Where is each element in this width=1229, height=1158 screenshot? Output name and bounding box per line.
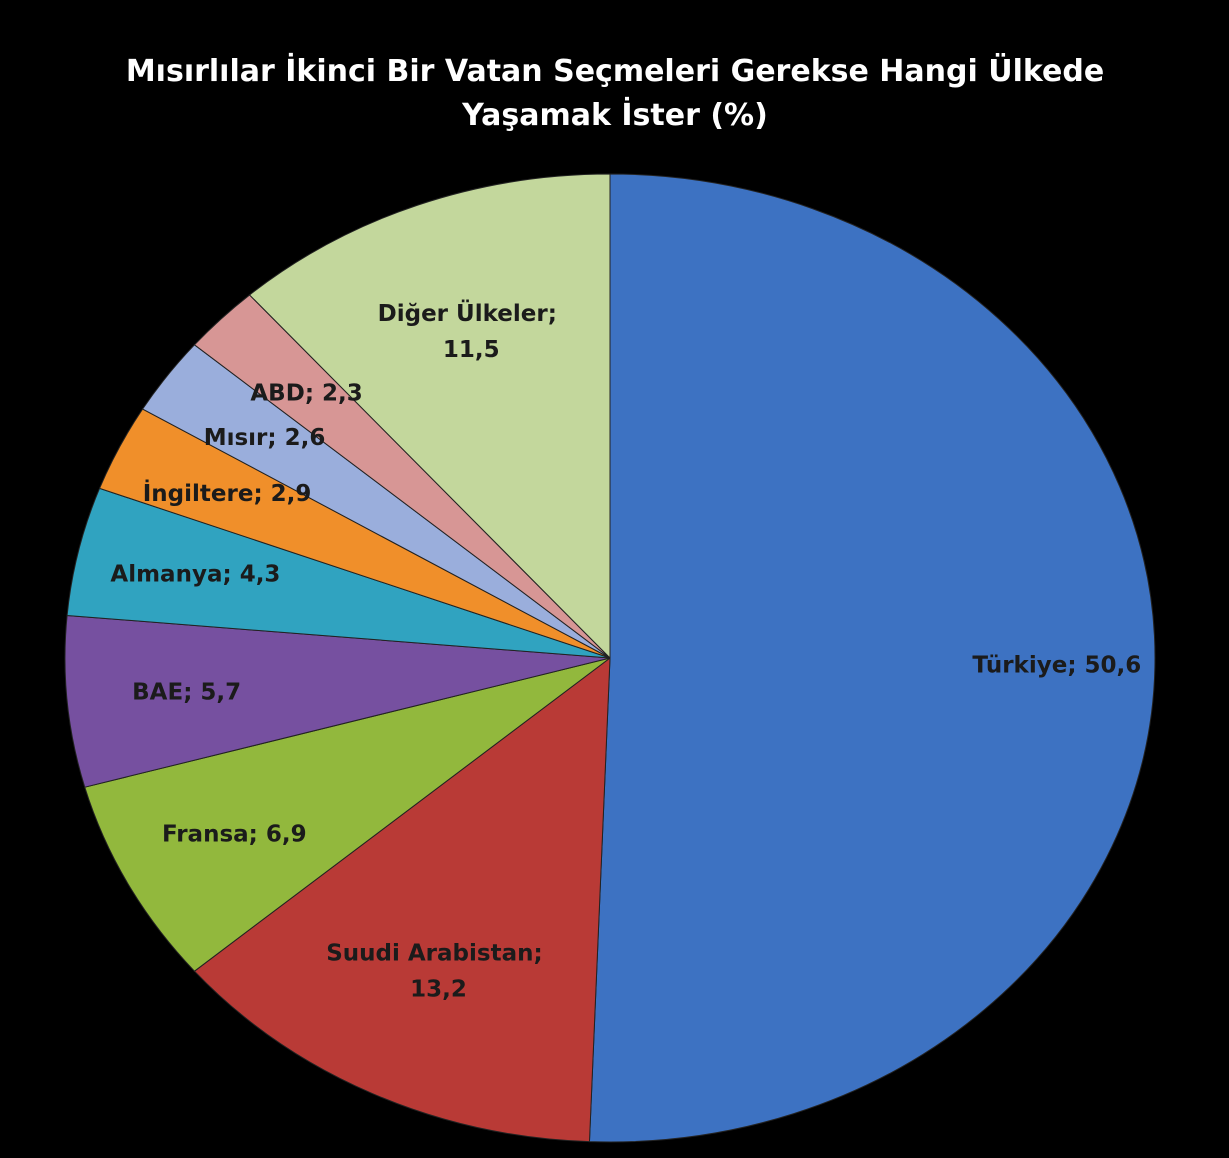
label-separator: ; — [249, 821, 266, 847]
data-label: Fransa; 6,9 — [162, 821, 307, 847]
data-label: Diğer Ülkeler; 11,5 — [378, 299, 565, 363]
data-label: Suudi Arabistan; 13,2 — [326, 940, 550, 1002]
label-value: 2,9 — [271, 481, 312, 507]
data-label: Mısır; 2,6 — [204, 425, 326, 451]
label-value: 2,3 — [322, 380, 363, 406]
data-label: Almanya; 4,3 — [110, 561, 280, 587]
chart-title: Mısırlılar İkinci Bir Vatan Seçmeleri Ge… — [125, 54, 1105, 133]
data-label: BAE; 5,7 — [132, 679, 241, 705]
label-category: ABD — [250, 380, 304, 406]
label-value: 6,9 — [266, 821, 307, 847]
label-value: 2,6 — [285, 425, 326, 451]
label-value: 13,2 — [410, 976, 467, 1002]
label-separator: ; — [267, 425, 284, 451]
label-value: 5,7 — [200, 679, 241, 705]
label-separator: ; — [183, 679, 200, 705]
label-separator: ; — [1067, 652, 1084, 678]
label-category: Türkiye — [972, 652, 1067, 678]
label-separator: ; — [253, 481, 270, 507]
data-label: ABD; 2,3 — [250, 380, 362, 406]
pie-slice — [588, 173, 1156, 1143]
label-value: 11,5 — [443, 337, 500, 363]
label-separator: ; — [305, 380, 322, 406]
label-value: 50,6 — [1085, 652, 1142, 678]
label-category: İngiltere — [143, 479, 254, 507]
label-separator: ; — [533, 940, 550, 966]
pie-slice — [84, 657, 611, 972]
pie-slice — [193, 656, 611, 1143]
label-category: Diğer Ülkeler — [378, 299, 549, 327]
label-category: Fransa — [162, 821, 249, 847]
label-category: BAE — [132, 679, 183, 705]
data-label: Türkiye; 50,6 — [972, 652, 1141, 678]
pie-slice — [64, 614, 611, 788]
data-label: İngiltere; 2,9 — [143, 479, 312, 507]
label-category: Almanya — [110, 561, 222, 587]
label-separator: ; — [548, 301, 565, 327]
label-value: 4,3 — [240, 561, 281, 587]
label-category: Mısır — [204, 425, 268, 451]
label-category: Suudi Arabistan — [326, 940, 533, 966]
pie-slice — [248, 173, 611, 660]
label-separator: ; — [222, 561, 239, 587]
